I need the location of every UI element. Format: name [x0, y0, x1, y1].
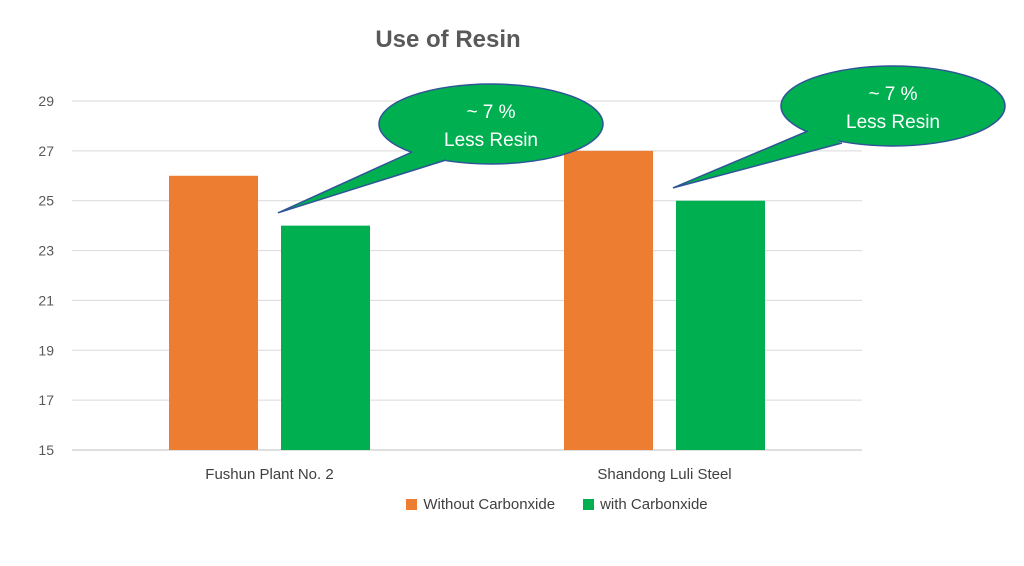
legend-swatch-with — [583, 499, 595, 510]
bar-with-1 — [676, 200, 765, 450]
legend-item-without[interactable]: Without Carbonxide — [406, 496, 555, 513]
x-category-label: Shandong Luli Steel — [597, 466, 731, 483]
legend-swatch-without — [406, 499, 418, 510]
y-tick-label: 29 — [38, 93, 54, 109]
axis-layer: 15 17 19 21 23 25 27 29 Fushun Plant No. 2 Shando… — [38, 93, 731, 483]
callout-layer: ~ 7 % Less Resin ~ 7 % Less Resin — [277, 65, 1006, 214]
bar-without-0 — [169, 175, 258, 451]
callout-line1: ~ 7 % — [868, 84, 917, 105]
callout-bubble — [780, 65, 1006, 147]
legend-label-without: Without Carbonxide — [423, 496, 556, 513]
callout-seam — [809, 124, 841, 142]
x-category-label: Fushun Plant No. 2 — [205, 466, 333, 483]
legend-label-with: with Carbonxide — [600, 496, 708, 513]
legend-item-with[interactable]: with Carbonxide — [583, 496, 708, 513]
y-tick-label: 21 — [38, 292, 54, 308]
callout-line2: Less Resin — [444, 130, 538, 151]
bar-without-1 — [564, 150, 653, 450]
y-tick-label: 19 — [38, 342, 54, 358]
callout-line1: ~ 7 % — [466, 102, 515, 123]
y-tick-label: 25 — [38, 193, 54, 209]
legend: Without Carbonxide with Carbonxide — [0, 496, 1024, 513]
bar-with-0 — [281, 225, 370, 450]
callout-0: ~ 7 % Less Resin — [277, 83, 604, 214]
callout-tail — [672, 130, 843, 189]
y-tick-label: 27 — [38, 143, 54, 159]
callout-line2: Less Resin — [846, 112, 940, 133]
callout-seam — [414, 145, 444, 159]
y-tick-label: 15 — [38, 442, 54, 458]
callout-bubble — [378, 83, 604, 165]
y-tick-label: 17 — [38, 392, 54, 408]
chart-title: Use of Resin — [375, 26, 521, 53]
y-tick-label: 23 — [38, 243, 54, 259]
callout-tail — [277, 151, 447, 214]
bar-layer — [169, 150, 765, 451]
callout-1: ~ 7 % Less Resin — [672, 65, 1006, 189]
